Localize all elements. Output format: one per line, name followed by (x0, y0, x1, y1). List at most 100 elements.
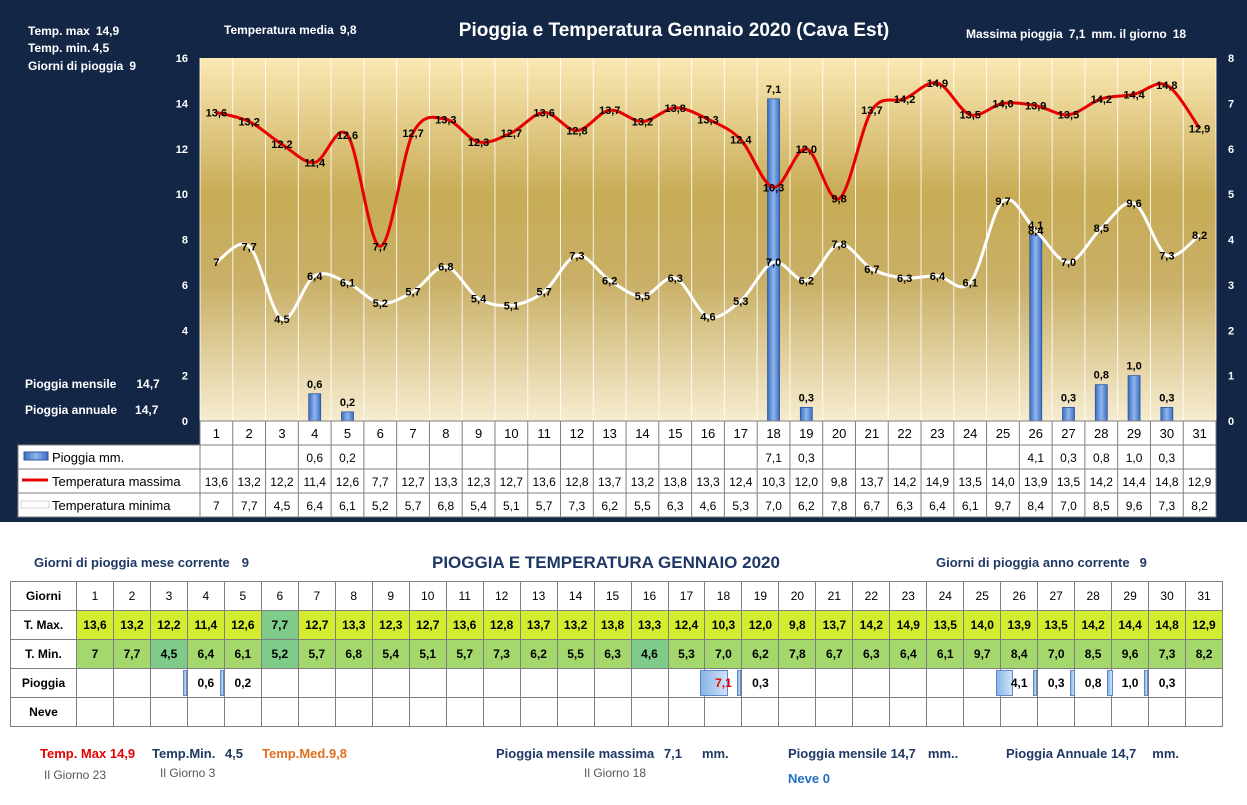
row-label: T. Min. (10, 639, 77, 669)
snow-cell (76, 697, 114, 727)
footer-max-rain-day: Il Giorno 18 (584, 766, 647, 780)
rain-cell (815, 668, 854, 698)
snow-cell (1074, 697, 1113, 727)
day-cell: 4 (186, 581, 225, 611)
day-cell: 26 (1000, 581, 1039, 611)
table-value: 6,1 (962, 499, 979, 513)
day-cell: 30 (1148, 581, 1187, 611)
tmax-point-label: 12,2 (271, 139, 292, 151)
day-tick-label: 11 (537, 426, 551, 441)
table-body-bg (17, 444, 1217, 518)
tmin-cell: 5,4 (371, 639, 410, 669)
tmax-point-label: 13,7 (861, 105, 882, 117)
table-value: 5,4 (470, 499, 487, 513)
table-value: 6,7 (864, 499, 881, 513)
day-tick-label: 5 (344, 426, 351, 441)
y-tick-label: 4 (182, 325, 189, 337)
day-cell: 22 (852, 581, 891, 611)
table-value: 9,6 (1126, 499, 1143, 513)
table-title: PIOGGIA E TEMPERATURA GENNAIO 2020 (432, 553, 780, 572)
rain-value: 0,3 (1032, 670, 1065, 696)
rain-cell (889, 668, 928, 698)
tmin-point-label: 6,4 (307, 271, 323, 283)
rain-label: 7,1 (766, 84, 781, 96)
tmin-point-label: 9,6 (1126, 198, 1141, 210)
tmax-cell: 13,5 (926, 610, 965, 640)
tmin-cell: 6,4 (186, 639, 225, 669)
rain-cell (519, 668, 558, 698)
rain-value: 0,2 (219, 670, 251, 696)
tmin-cell: 4,5 (149, 639, 188, 669)
rain-fill-bar (995, 670, 1013, 696)
day-cell: 18 (704, 581, 743, 611)
day-cell: 1 (76, 581, 114, 611)
day-cell: 11 (445, 581, 484, 611)
snow-cell (1037, 697, 1076, 727)
day-cell: 20 (778, 581, 817, 611)
tmin-cell: 7,0 (704, 639, 743, 669)
tmin-point-label: 7,3 (1159, 250, 1174, 262)
tmax-cell: 13,5 (1037, 610, 1076, 640)
y2-tick-label: 4 (1228, 235, 1235, 247)
table-value: 13,5 (1057, 475, 1081, 489)
row-label: Pioggia (10, 668, 77, 698)
rain-label: 0,3 (1061, 392, 1076, 404)
table-value: 12,7 (500, 475, 524, 489)
snow-cell (445, 697, 484, 727)
table-value: 13,7 (860, 475, 884, 489)
table-value: 7,3 (569, 499, 586, 513)
row-snow: Neve (10, 697, 1224, 727)
rain-cell: 7,1 (700, 668, 743, 698)
day-cell: 17 (667, 581, 706, 611)
row-days: Giorni 1 2 3 4 5 6 7 8 9 10 11 12 13 14 15 16 17 18 19 20 21 2… (10, 581, 1224, 611)
tmax-point-label: 12,8 (566, 126, 587, 138)
tmax-point-label: 13,7 (599, 105, 620, 117)
table-value: 13,6 (532, 475, 556, 489)
snow-cell (741, 697, 780, 727)
tmax-point-label: 13,8 (665, 103, 686, 115)
table-value: 7,0 (1060, 499, 1077, 513)
tmin-point-label: 5,5 (635, 291, 650, 303)
day-tick-label: 29 (1127, 426, 1141, 441)
tmax-point-label: 13,3 (697, 114, 718, 126)
table-value: 13,2 (631, 475, 655, 489)
table-value: 4,1 (1027, 451, 1044, 465)
rain-label: 0,3 (1159, 392, 1174, 404)
tmin-cell: 6,1 (223, 639, 262, 669)
tmin-cell: 6,1 (926, 639, 965, 669)
rain-cell (778, 668, 817, 698)
tmin-point-label: 6,8 (438, 262, 453, 274)
footer-snow: Neve 0 (788, 771, 830, 786)
day-tick-label: 9 (475, 426, 482, 441)
table-value: 0,3 (798, 451, 815, 465)
tmax-cell: 14,8 (1148, 610, 1187, 640)
table-value: 7,1 (765, 451, 782, 465)
day-tick-label: 27 (1061, 426, 1075, 441)
day-tick-label: 4 (311, 426, 318, 441)
table-value: 5,7 (405, 499, 422, 513)
tmin-point-label: 6,2 (799, 275, 814, 287)
monthly-table: Giorni 1 2 3 4 5 6 7 8 9 10 11 12 13 14 15 16 17 18 19 20 21 2… (10, 581, 1224, 727)
rain-cell (408, 668, 447, 698)
table-value: 12,0 (795, 475, 819, 489)
tmin-cell: 8,5 (1074, 639, 1113, 669)
day-tick-label: 28 (1094, 426, 1108, 441)
table-value: 12,9 (1188, 475, 1212, 489)
table-value: 7,3 (1158, 499, 1175, 513)
tmax-cell: 13,2 (112, 610, 151, 640)
table-value: 5,7 (536, 499, 553, 513)
table-value: 12,4 (729, 475, 753, 489)
day-tick-label: 6 (377, 426, 384, 441)
rain-value: 0,6 (182, 670, 214, 696)
tmin-point-label: 7,0 (1061, 257, 1076, 269)
tmin-point-label: 5,1 (504, 300, 519, 312)
day-tick-label: 19 (799, 426, 813, 441)
tmin-cell: 6,4 (889, 639, 928, 669)
day-cell: 23 (889, 581, 928, 611)
snow-cell (889, 697, 928, 727)
snow-cell (778, 697, 817, 727)
footer-monthly-rain: Pioggia mensile 14,7 mm.. (788, 746, 959, 761)
y2-tick-label: 0 (1228, 416, 1234, 428)
tmax-cell: 13,2 (556, 610, 595, 640)
